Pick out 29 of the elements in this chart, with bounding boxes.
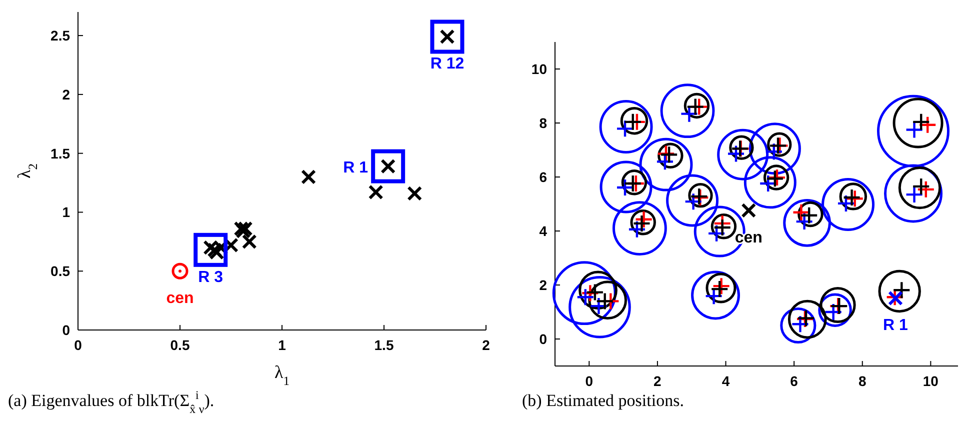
x-tick-label: 0 xyxy=(585,373,594,389)
x-tick-label: 4 xyxy=(722,373,730,389)
y-tick-label: 6 xyxy=(539,169,548,185)
x-tick-label: 10 xyxy=(922,373,939,389)
annotation: R 12 xyxy=(430,56,464,73)
x-axis-title: λ$_{1}$ xyxy=(274,362,290,388)
y-tick-label: 0 xyxy=(62,322,70,338)
x-tick-label: 2 xyxy=(654,373,662,389)
x-tick-label: 0.5 xyxy=(170,337,190,353)
y-tick-label: 0.5 xyxy=(50,263,70,280)
y-tick-label: 1.5 xyxy=(50,145,70,162)
x-tick-label: 6 xyxy=(790,373,798,389)
x-tick-label: 8 xyxy=(858,373,866,389)
annotation: cen xyxy=(166,290,194,308)
y-tick-label: 10 xyxy=(531,61,548,77)
y-tick-label: 2 xyxy=(539,277,548,293)
x-tick-label: 0 xyxy=(74,337,82,353)
annotation: R 3 xyxy=(198,268,224,286)
x-tick-label: 1 xyxy=(278,337,286,353)
x-tick-label: 1.5 xyxy=(374,337,394,353)
y-tick-label: 8 xyxy=(539,115,548,131)
y-tick-label: 1 xyxy=(62,204,70,220)
annotation: R 1 xyxy=(343,159,368,176)
y-tick-label: 2.5 xyxy=(50,28,70,44)
text: (b) Estimated positions. xyxy=(522,391,684,410)
annotation: R 1 xyxy=(883,317,908,334)
x-tick-label: 2 xyxy=(482,337,490,353)
y-tick-label: 4 xyxy=(539,223,548,239)
y-tick-label: 2 xyxy=(62,86,70,102)
